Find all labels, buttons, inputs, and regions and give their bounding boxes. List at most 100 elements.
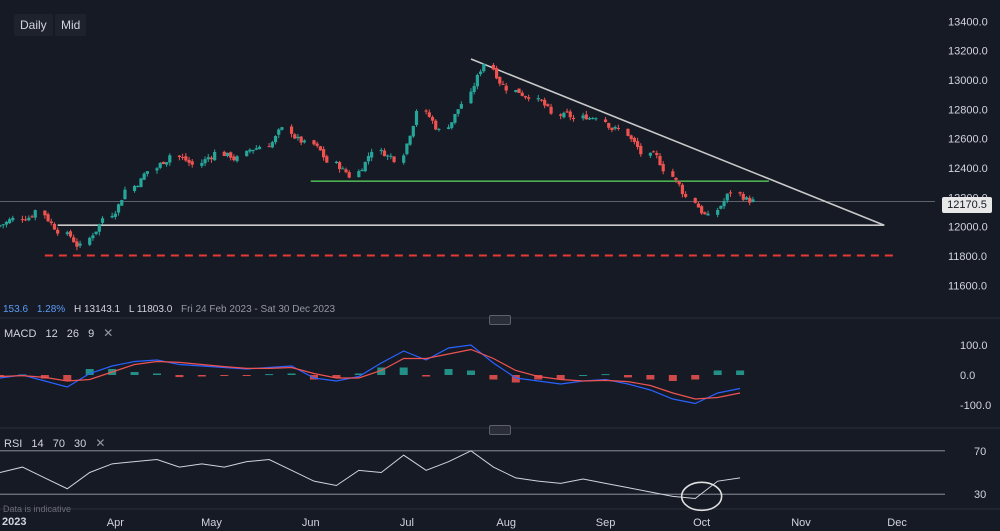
candle-body: [610, 127, 614, 130]
candle-body: [495, 68, 499, 79]
price-tick-label: 13200.0: [948, 46, 988, 58]
candles: [0, 63, 755, 251]
time-tick-label: Jul: [400, 517, 414, 529]
candle-body: [607, 123, 611, 128]
candle-body: [661, 164, 665, 172]
candle-body: [613, 126, 617, 129]
macd-signal: 9: [88, 328, 95, 340]
candle-body: [184, 156, 188, 161]
candle-body: [75, 241, 79, 247]
macd-tick-label: -100.0: [960, 400, 991, 412]
price-tick-label: 11800.0: [948, 251, 987, 263]
candle-body: [357, 171, 361, 178]
rsi-name: RSI: [4, 438, 23, 450]
macd-histogram-bar: [354, 373, 363, 375]
candle-body: [648, 152, 652, 156]
candle-body: [123, 189, 127, 200]
macd-histogram-bar: [511, 375, 520, 383]
candle-body: [501, 83, 505, 85]
candle-body: [97, 223, 101, 232]
rsi-pane: 70 30: [0, 446, 986, 512]
price-tick-label: 12400.0: [948, 163, 988, 175]
macd-name: MACD: [4, 328, 37, 340]
close-icon[interactable]: ✕: [103, 326, 114, 340]
low-value: L 11803.0: [128, 304, 173, 315]
candle-body: [360, 169, 364, 172]
candle-body: [338, 162, 342, 170]
candle-body: [677, 181, 681, 185]
candle-body: [46, 214, 50, 222]
candle-body: [91, 235, 95, 239]
macd-slow: 26: [66, 328, 80, 340]
macd-label: MACD 12 26 9 ✕: [4, 326, 119, 340]
candle-body: [603, 119, 608, 123]
candle-body: [748, 197, 752, 203]
macd-histogram-bar: [489, 375, 498, 380]
candle-body: [1, 224, 5, 226]
candle-body: [536, 98, 540, 100]
candle-body: [517, 88, 521, 93]
candle-body: [78, 243, 82, 246]
candle-body: [370, 151, 374, 158]
candle-body: [658, 155, 662, 166]
candle-body: [312, 140, 316, 145]
candle-body: [655, 153, 659, 156]
candle-body: [594, 118, 598, 120]
candle-body: [235, 156, 239, 162]
candle-body: [344, 169, 348, 173]
macd-histogram-bar: [130, 372, 139, 375]
candle-body: [751, 199, 755, 202]
time-tick-label: Dec: [887, 517, 907, 529]
price-tick-label: 12600.0: [948, 134, 988, 146]
candle-body: [257, 146, 262, 150]
candle-body: [280, 127, 284, 130]
pane-resize-handle[interactable]: [489, 315, 511, 325]
pane-resize-handle[interactable]: [489, 425, 511, 435]
candle-body: [571, 117, 576, 120]
change-value: 153.6: [3, 304, 29, 315]
candle-body: [459, 104, 463, 109]
candle-body: [72, 237, 76, 243]
candle-body: [277, 129, 281, 135]
rsi-upper: 70: [52, 438, 65, 450]
macd-histogram-bar: [332, 375, 341, 378]
candle-body: [270, 142, 274, 148]
price-tick-label: 13400.0: [948, 16, 988, 28]
timeframe-button[interactable]: Daily: [14, 14, 53, 36]
macd-histogram-bar: [736, 370, 745, 375]
rsi-line: [0, 450, 741, 500]
candle-body: [52, 223, 57, 230]
time-tick-label: Apr: [107, 517, 124, 529]
candle-body: [472, 86, 476, 92]
candle-body: [113, 213, 117, 217]
candle-body: [446, 127, 451, 130]
macd-histogram-bar: [646, 375, 655, 380]
candle-body: [65, 232, 69, 235]
candle-body: [30, 216, 34, 218]
trendline: [470, 58, 885, 226]
candle-body: [392, 156, 396, 163]
candle-body: [626, 128, 630, 136]
candle-body: [88, 237, 92, 245]
candle-body: [177, 155, 182, 158]
rsi-period: 14: [31, 438, 44, 450]
date-range: Fri 24 Feb 2023 - Sat 30 Dec 2023: [181, 304, 336, 315]
candle-body: [341, 168, 345, 170]
candle-body: [722, 201, 726, 207]
macd-histogram-bar: [197, 375, 206, 377]
candle-body: [379, 149, 383, 152]
last-price-tag: 12170.5: [942, 197, 992, 213]
candle-body: [527, 97, 531, 99]
candle-body: [43, 210, 47, 216]
candle-body: [68, 231, 73, 237]
change-percent: 1.28%: [36, 304, 66, 315]
candle-body: [315, 143, 319, 146]
price-type-button[interactable]: Mid: [55, 14, 87, 36]
candle-body: [635, 141, 640, 147]
candle-body: [504, 85, 508, 91]
close-icon[interactable]: ✕: [95, 436, 106, 450]
candle-body: [0, 225, 2, 227]
price-tick-label: 12800.0: [948, 104, 988, 116]
time-tick-label: Oct: [693, 517, 710, 529]
